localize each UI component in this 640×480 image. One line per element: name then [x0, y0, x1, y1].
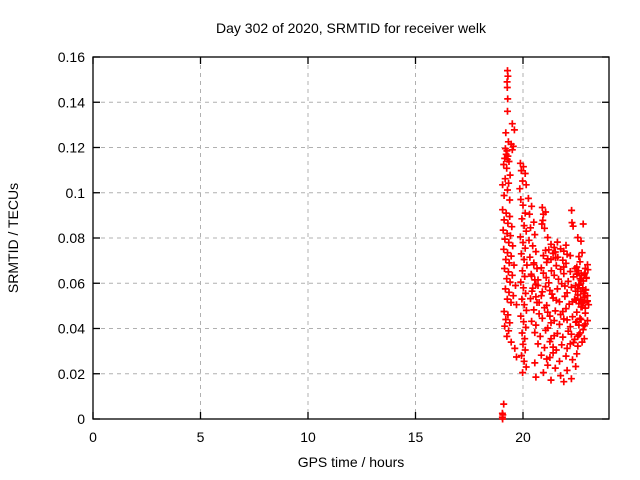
data-points [498, 67, 593, 423]
tick-labels: 0 5 10 15 20 0 0.02 0.04 0.06 0.08 0.1 0.12 0.14 0.16 [58, 49, 531, 445]
chart-title: Day 302 of 2020, SRMTID for receiver wel… [216, 20, 487, 36]
series-srmtid-markers [498, 67, 593, 423]
y-tick-label: 0.1 [66, 185, 86, 201]
y-tick-label: 0.08 [58, 230, 85, 246]
y-tick-label: 0.16 [58, 49, 85, 65]
y-tick-label: 0.02 [58, 366, 85, 382]
x-tick-label: 10 [300, 429, 316, 445]
x-axis-label: GPS time / hours [298, 454, 405, 470]
x-tick-label: 5 [197, 429, 205, 445]
x-tick-label: 20 [515, 429, 531, 445]
y-axis-label: SRMTID / TECUs [5, 183, 21, 293]
y-tick-label: 0 [77, 411, 85, 427]
y-tick-label: 0.06 [58, 275, 85, 291]
gridlines [93, 57, 609, 419]
y-tick-label: 0.14 [58, 94, 85, 110]
x-tick-label: 15 [408, 429, 424, 445]
x-tick-label: 0 [89, 429, 97, 445]
axis-ticks [92, 56, 609, 420]
y-tick-label: 0.12 [58, 140, 85, 156]
y-tick-label: 0.04 [58, 321, 85, 337]
